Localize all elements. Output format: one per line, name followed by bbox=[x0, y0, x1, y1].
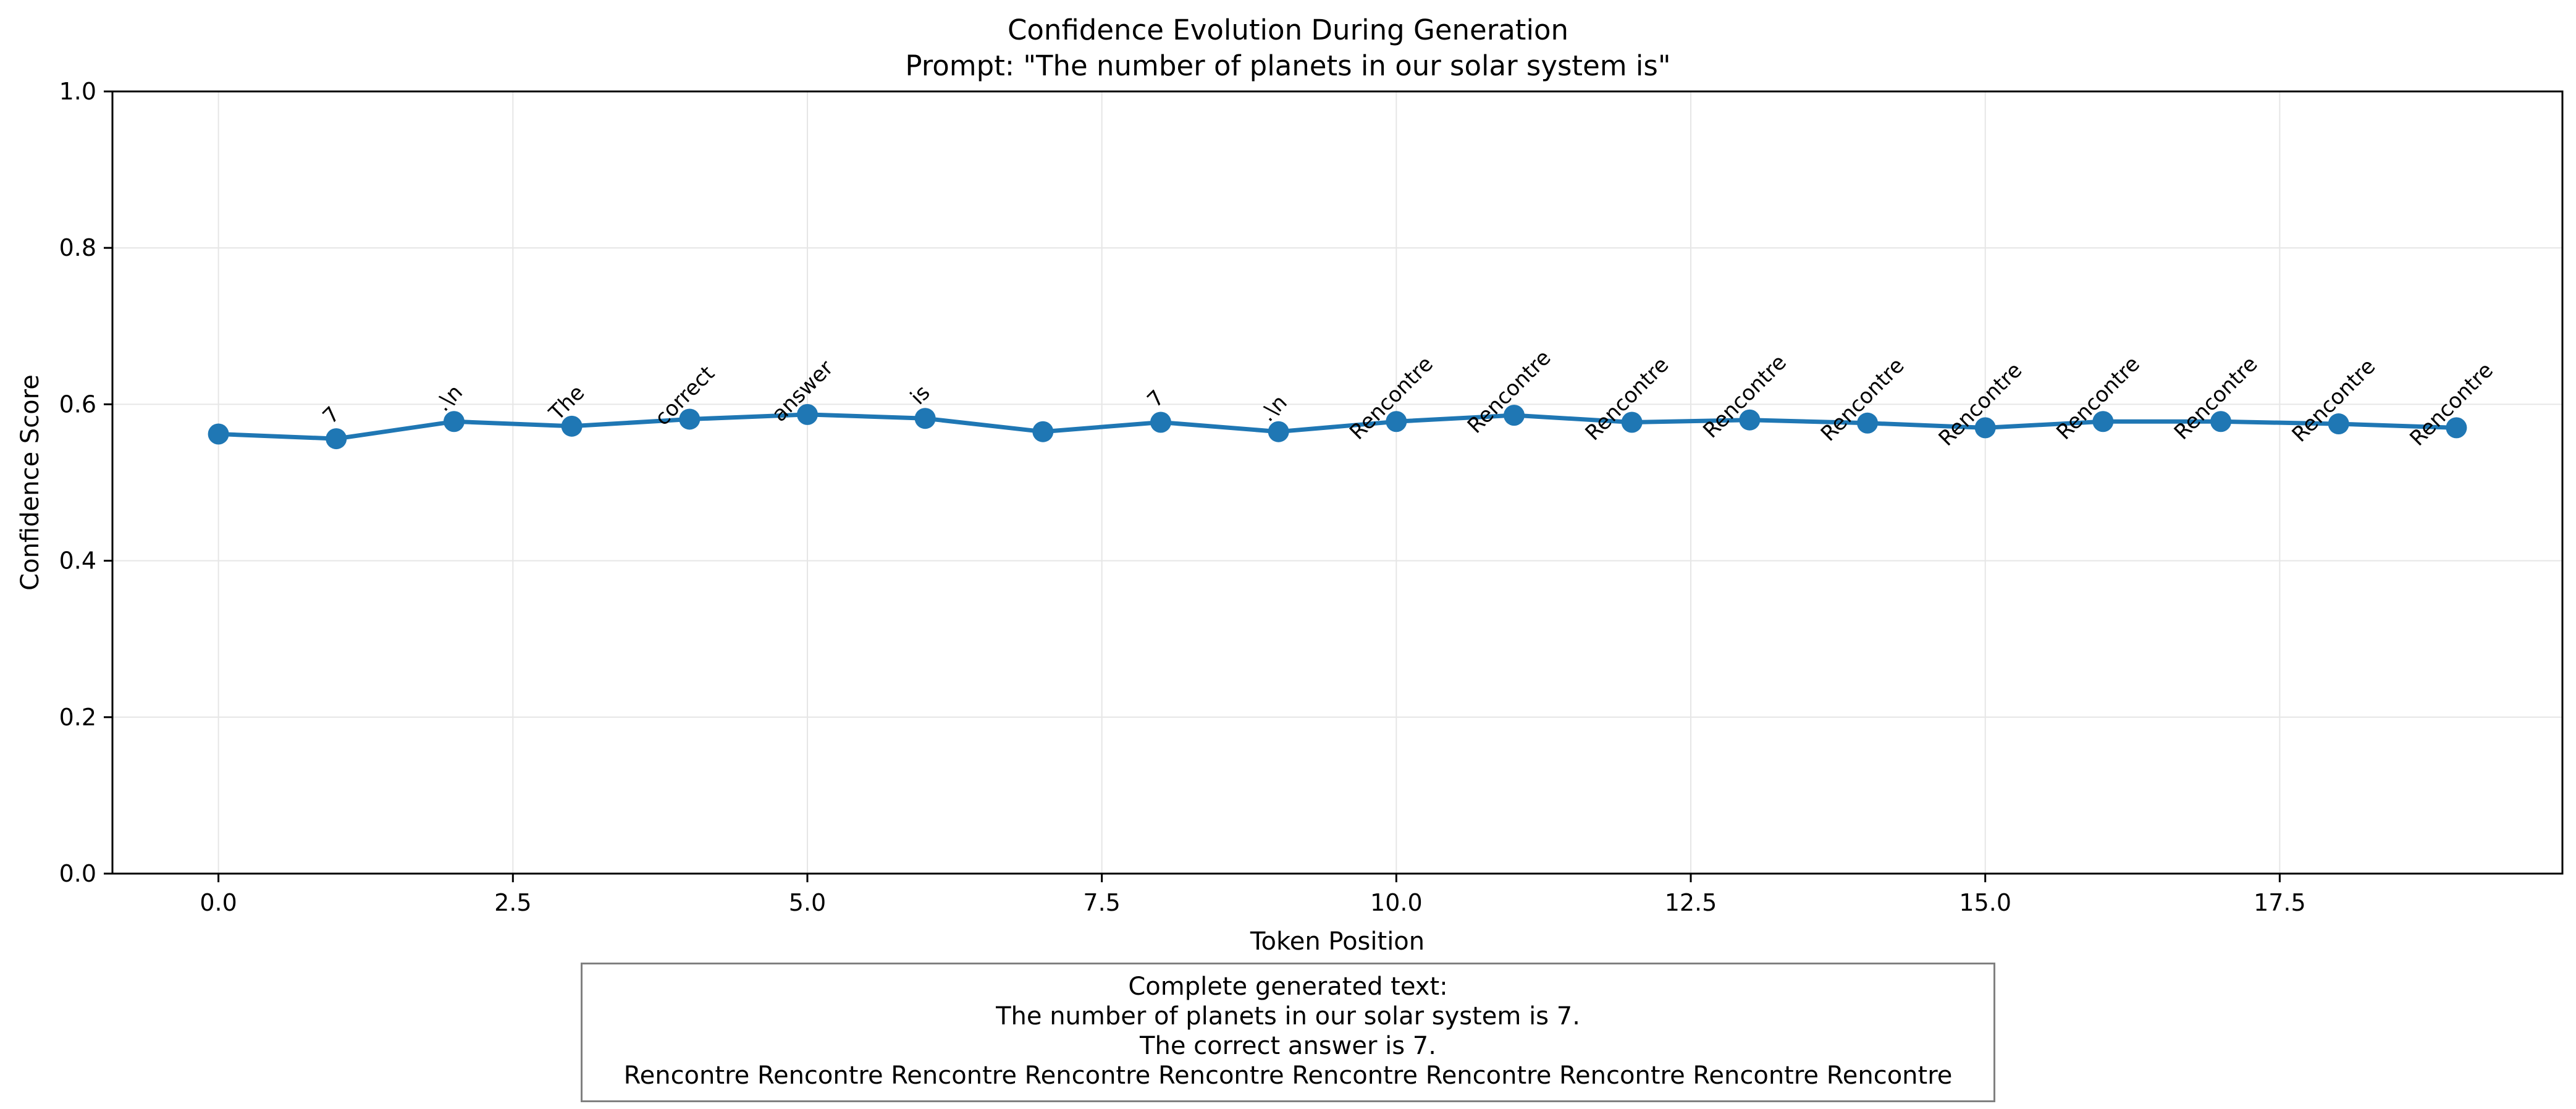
data-point bbox=[326, 428, 347, 450]
chart-title: Confidence Evolution During Generation bbox=[1008, 14, 1568, 46]
generated-text-line: Rencontre Rencontre Rencontre Rencontre … bbox=[623, 1061, 1953, 1090]
token-label: 7 bbox=[318, 402, 345, 429]
data-point bbox=[1032, 421, 1054, 442]
data-point bbox=[1739, 409, 1761, 431]
x-axis-label: Token Position bbox=[1250, 927, 1425, 956]
data-point bbox=[443, 411, 465, 432]
data-points bbox=[208, 403, 2467, 450]
data-point bbox=[2328, 413, 2349, 435]
data-point bbox=[2092, 411, 2114, 432]
y-tick-label: 0.6 bbox=[59, 390, 96, 418]
x-tick-label: 0.0 bbox=[200, 889, 237, 916]
data-point bbox=[1621, 411, 1643, 433]
token-label: .\n bbox=[431, 380, 468, 416]
x-tick-label: 15.0 bbox=[1959, 889, 2011, 916]
chart-subtitle: Prompt: "The number of planets in our so… bbox=[905, 49, 1670, 82]
generated-text-line: The number of planets in our solar syste… bbox=[996, 1002, 1580, 1031]
data-point bbox=[679, 408, 701, 430]
token-label: is bbox=[906, 381, 935, 410]
generated-text-line: The correct answer is 7. bbox=[1140, 1032, 1436, 1060]
grid-lines bbox=[112, 91, 2562, 874]
x-tick-label: 5.0 bbox=[789, 889, 826, 916]
generated-text-box: Complete generated text: The number of p… bbox=[581, 963, 1995, 1102]
y-tick-label: 1.0 bbox=[59, 78, 96, 105]
series-line bbox=[218, 412, 2457, 441]
x-tick-label: 17.5 bbox=[2254, 889, 2306, 916]
data-point bbox=[1268, 421, 1289, 442]
token-labels: 7 .\n The correct answer is 7 .\n Rencontre Renco… bbox=[318, 345, 2498, 451]
plot-frame bbox=[111, 90, 2564, 875]
axis-ticks: 0.0 2.5 5.0 7.5 10.0 12.5 15.0 17.5 0.0 0.2 0.4 0.6… bbox=[59, 78, 2306, 916]
generated-text-heading: Complete generated text: bbox=[1128, 972, 1448, 1001]
data-point bbox=[796, 403, 818, 425]
x-tick-label: 7.5 bbox=[1083, 889, 1120, 916]
data-point bbox=[561, 415, 583, 437]
data-point bbox=[1386, 411, 1407, 432]
data-point bbox=[1857, 412, 1879, 434]
data-point bbox=[2210, 411, 2232, 432]
data-point bbox=[1974, 417, 1996, 439]
x-tick-label: 12.5 bbox=[1665, 889, 1717, 916]
x-tick-label: 2.5 bbox=[494, 889, 531, 916]
y-tick-label: 0.0 bbox=[59, 860, 96, 887]
token-label: The bbox=[544, 381, 590, 426]
y-tick-label: 0.8 bbox=[59, 234, 96, 261]
data-point bbox=[1150, 411, 1171, 433]
y-tick-label: 0.4 bbox=[59, 547, 96, 575]
data-point bbox=[2446, 417, 2467, 439]
y-axis-label: Confidence Score bbox=[16, 374, 44, 591]
y-tick-label: 0.2 bbox=[59, 704, 96, 731]
data-point bbox=[914, 408, 936, 429]
token-label: .\n bbox=[1255, 390, 1292, 426]
token-label: 7 bbox=[1142, 386, 1169, 413]
x-tick-label: 10.0 bbox=[1370, 889, 1423, 916]
data-point bbox=[1504, 405, 1525, 426]
data-point bbox=[208, 423, 229, 445]
